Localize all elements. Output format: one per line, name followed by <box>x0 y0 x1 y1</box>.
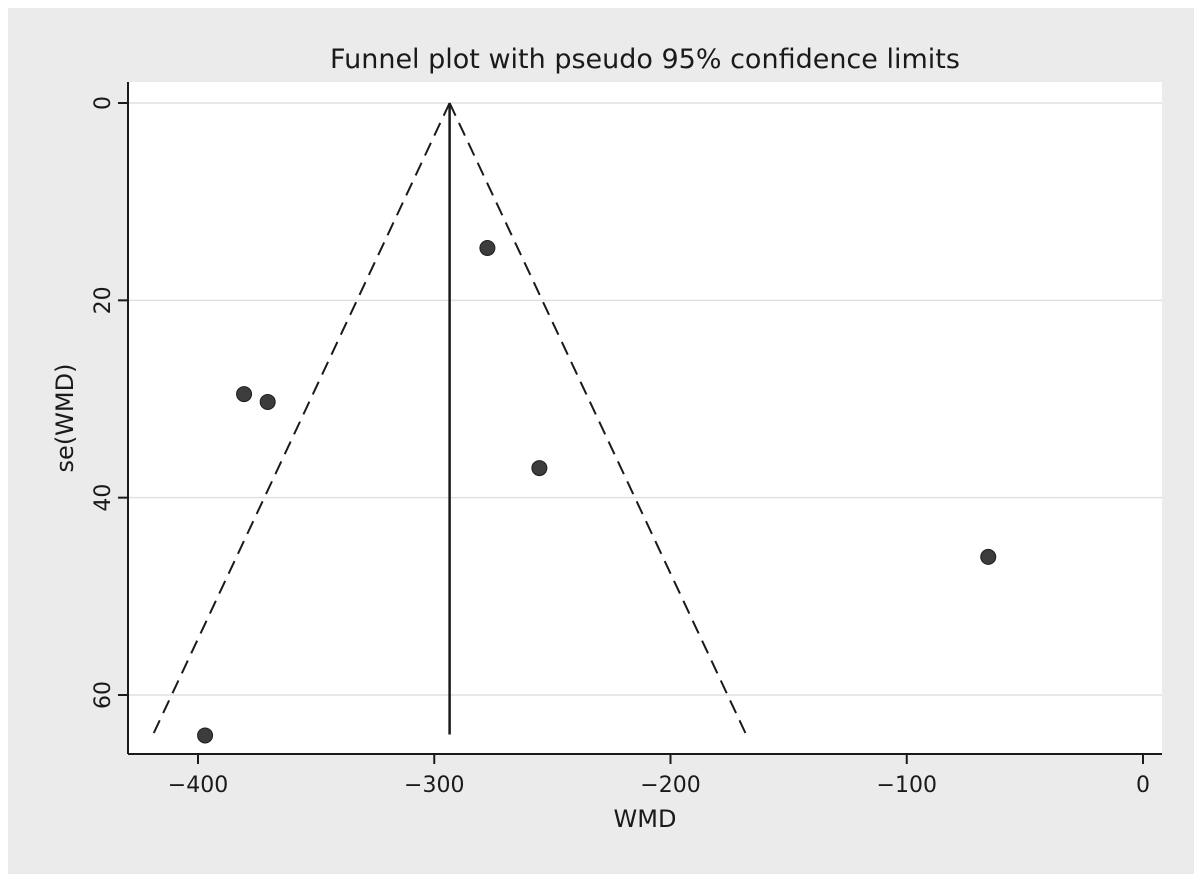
x-tick-label: −100 <box>877 773 937 798</box>
confidence-limits <box>152 102 748 735</box>
y-tick-label: 20 <box>91 286 116 314</box>
data-point <box>197 727 214 744</box>
y-tick-label: 40 <box>91 484 116 512</box>
plot-area <box>128 82 1162 754</box>
x-tick-label: −400 <box>168 773 228 798</box>
data-point <box>479 240 496 257</box>
x-tick-label: −300 <box>404 773 464 798</box>
x-tick-label: 0 <box>1136 773 1150 798</box>
axes: −400 −300 −200 −100 0 0 20 40 60 <box>91 82 1162 798</box>
data-point <box>531 460 548 477</box>
x-axis-label: WMD <box>614 805 677 833</box>
confidence-limit-right <box>448 102 748 735</box>
data-points <box>197 240 997 744</box>
gridlines <box>128 102 1162 696</box>
data-point <box>980 548 997 565</box>
data-point <box>259 393 276 410</box>
x-tick-label: −200 <box>640 773 700 798</box>
confidence-limit-left <box>152 102 451 735</box>
y-tick-label: 60 <box>91 681 116 709</box>
data-point <box>236 386 253 403</box>
y-axis-label: se(WMD) <box>51 364 79 473</box>
y-tick-label: 0 <box>91 96 116 110</box>
chart-title: Funnel plot with pseudo 95% confidence l… <box>330 44 960 75</box>
